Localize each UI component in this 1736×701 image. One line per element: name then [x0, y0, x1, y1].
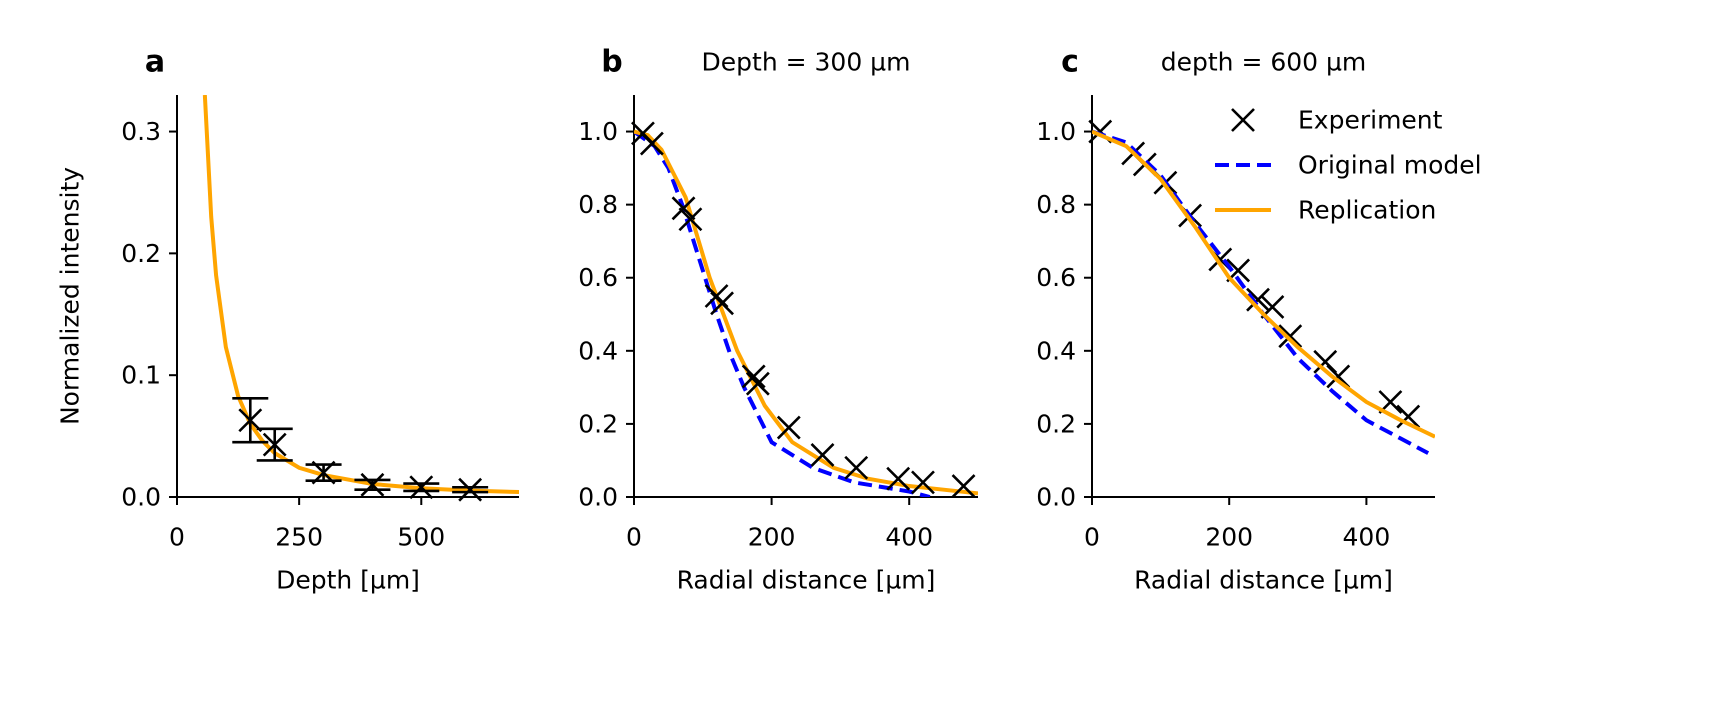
y-tick-label: 0.6 [578, 263, 618, 292]
x-axis-label: Depth [µm] [276, 566, 420, 595]
y-tick-label: 0.8 [1036, 190, 1076, 219]
y-axis-label: Normalized intensity [56, 167, 85, 425]
line [1092, 129, 1430, 455]
x-tick-label: 200 [1205, 523, 1253, 552]
y-tick-label: 1.0 [1036, 117, 1076, 146]
x-tick-label: 250 [275, 523, 323, 552]
marker [745, 371, 770, 396]
line [634, 129, 931, 497]
marker [911, 470, 935, 495]
marker [810, 443, 835, 467]
marker [1326, 364, 1351, 389]
x-tick-label: 0 [1084, 523, 1100, 552]
x-tick-label: 500 [397, 523, 445, 552]
marker [409, 475, 434, 500]
x-tick-label: 0 [626, 523, 642, 552]
y-tick-label: 0.8 [578, 190, 618, 219]
line [634, 129, 978, 496]
marker [844, 455, 869, 480]
marker [710, 291, 734, 316]
y-tick-label: 0.3 [121, 117, 161, 146]
panel-label: c [1061, 45, 1079, 80]
panel-label: b [601, 45, 622, 80]
y-tick-label: 0.6 [1036, 263, 1076, 292]
marker [639, 131, 664, 156]
y-tick-label: 0.0 [1036, 483, 1076, 512]
legend-marker [1231, 108, 1255, 132]
marker [1396, 404, 1421, 429]
x-tick-label: 400 [1343, 523, 1391, 552]
marker [671, 196, 696, 221]
marker [886, 466, 911, 491]
line [1092, 129, 1435, 439]
marker [678, 207, 703, 232]
marker [776, 415, 801, 440]
y-tick-label: 0.1 [121, 361, 161, 390]
panel-title: Depth = 300 µm [702, 48, 911, 77]
y-tick-label: 0.2 [578, 409, 618, 438]
line [202, 95, 519, 495]
marker [741, 364, 766, 389]
x-tick-label: 200 [748, 523, 796, 552]
x-tick-label: 400 [885, 523, 933, 552]
y-tick-label: 0.0 [121, 483, 161, 512]
marker [951, 474, 976, 498]
marker [360, 472, 385, 497]
x-tick-label: 0 [169, 523, 185, 552]
y-tick-label: 0.2 [121, 239, 161, 268]
marker [311, 460, 336, 485]
y-tick-label: 0.4 [1036, 336, 1076, 365]
x-axis-label: Radial distance [µm] [1134, 566, 1393, 595]
y-tick-label: 0.4 [578, 336, 618, 365]
x-axis-label: Radial distance [µm] [677, 566, 936, 595]
y-tick-label: 1.0 [578, 117, 618, 146]
marker [262, 432, 287, 457]
legend-label: Replication [1298, 196, 1436, 225]
legend-label: Original model [1298, 151, 1482, 180]
y-tick-label: 0.2 [1036, 409, 1076, 438]
marker [1278, 324, 1303, 349]
legend-label: Experiment [1298, 106, 1443, 135]
marker [458, 477, 483, 502]
y-tick-label: 0.0 [578, 483, 618, 512]
panel-title: depth = 600 µm [1161, 48, 1367, 77]
marker [1246, 287, 1270, 312]
panel-label: a [145, 45, 165, 80]
